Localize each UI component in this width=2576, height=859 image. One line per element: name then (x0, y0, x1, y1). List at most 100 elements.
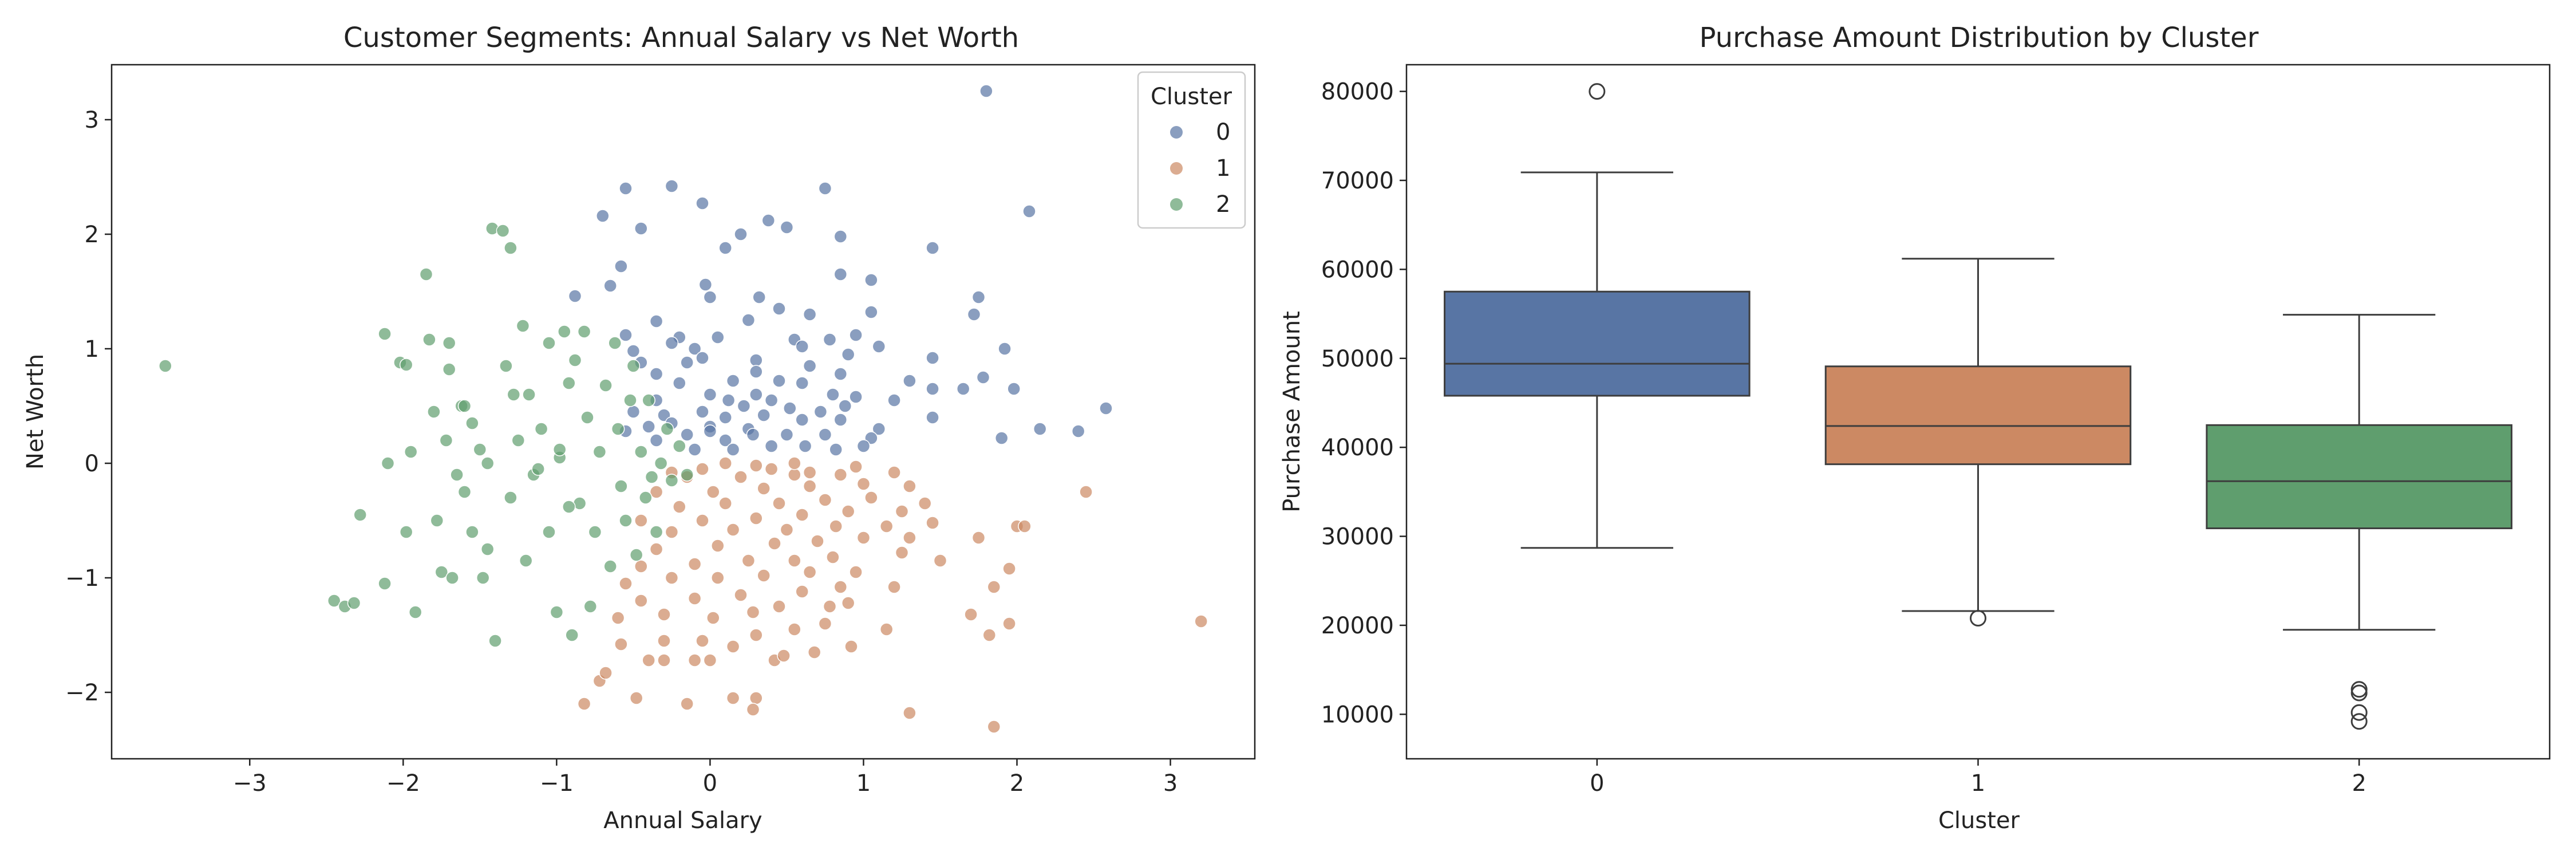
scatter-point-cluster-0 (1071, 424, 1085, 438)
scatter-point-cluster-1 (746, 703, 760, 716)
scatter-point-cluster-0 (849, 390, 863, 404)
scatter-point-cluster-2 (480, 456, 495, 470)
scatter-point-cluster-2 (427, 405, 441, 419)
scatter-point-cluster-2 (552, 443, 567, 456)
scatter-panel: Customer Segments: Annual Salary vs Net … (22, 22, 1256, 834)
scatter-point-cluster-0 (1033, 422, 1047, 436)
scatter-point-cluster-2 (434, 565, 449, 579)
scatter-point-cluster-1 (823, 600, 837, 613)
scatter-point-cluster-2 (519, 554, 533, 568)
scatter-point-cluster-2 (381, 456, 395, 470)
scatter-point-cluster-0 (649, 434, 663, 447)
scatter-point-cluster-0 (746, 428, 760, 442)
scatter-point-cluster-0 (887, 393, 901, 407)
scatter-point-cluster-0 (1007, 382, 1021, 396)
scatter-point-cluster-0 (833, 413, 848, 427)
boxplot-y-ticks: 10000 20000 30000 40000 50000 60000 70000 80000 (1321, 79, 1406, 728)
scatter-point-cluster-2 (603, 559, 617, 573)
scatter-point-cluster-0 (688, 443, 702, 456)
scatter-point-cluster-0 (818, 182, 832, 195)
scatter-point-cluster-1 (1079, 485, 1093, 499)
scatter-point-cluster-0 (721, 393, 736, 407)
boxplot-y-tick-label: 10000 (1321, 702, 1394, 728)
scatter-point-cluster-0 (1022, 204, 1036, 218)
scatter-point-cluster-1 (856, 531, 871, 545)
scatter-point-cluster-2 (660, 422, 674, 436)
scatter-point-cluster-1 (803, 565, 817, 579)
scatter-point-cluster-0 (979, 84, 993, 98)
scatter-point-cluster-1 (772, 497, 786, 510)
scatter-point-cluster-2 (504, 241, 517, 255)
legend-title: Cluster (1151, 84, 1232, 110)
outlier-point (2350, 713, 2368, 730)
scatter-point-cluster-2 (442, 362, 456, 376)
scatter-x-tick-label: −1 (540, 770, 574, 797)
scatter-point-cluster-0 (688, 342, 702, 356)
scatter-x-tick-label: 2 (1010, 770, 1024, 797)
scatter-point-cluster-1 (749, 459, 763, 472)
scatter-point-cluster-1 (829, 519, 843, 533)
scatter-point-cluster-1 (918, 497, 932, 510)
scatter-point-cluster-0 (926, 241, 939, 255)
scatter-y-tick-label: −2 (65, 680, 99, 706)
scatter-point-cluster-1 (849, 565, 863, 579)
scatter-point-cluster-1 (841, 505, 855, 518)
scatter-y-tick-label: −1 (65, 565, 99, 592)
boxplot-y-tick-label: 40000 (1321, 435, 1394, 461)
scatter-point-cluster-0 (680, 428, 694, 442)
boxplot-y-tick-label: 80000 (1321, 79, 1394, 105)
scatter-point-cluster-1 (741, 554, 756, 568)
scatter-point-cluster-2 (522, 388, 536, 401)
scatter-point-cluster-1 (833, 468, 848, 482)
legend-marker-cluster-0 (1170, 126, 1183, 139)
scatter-point-cluster-2 (665, 474, 679, 487)
scatter-point-cluster-0 (568, 289, 582, 303)
scatter-point-cluster-1 (718, 497, 732, 510)
scatter-point-cluster-1 (696, 462, 709, 476)
scatter-point-cluster-2 (422, 333, 436, 346)
scatter-point-cluster-2 (404, 445, 418, 459)
scatter-point-cluster-0 (803, 308, 817, 321)
scatter-point-cluster-2 (623, 393, 637, 407)
scatter-point-cluster-1 (826, 550, 840, 564)
scatter-point-cluster-1 (780, 523, 794, 537)
scatter-point-cluster-2 (445, 571, 459, 585)
scatter-point-cluster-2 (439, 434, 453, 447)
scatter-point-cluster-2 (550, 605, 564, 619)
scatter-point-cluster-1 (665, 571, 679, 585)
scatter-point-cluster-2 (399, 525, 413, 539)
scatter-point-cluster-0 (757, 408, 771, 422)
scatter-point-cluster-1 (788, 456, 801, 470)
scatter-point-cluster-1 (726, 640, 740, 653)
scatter-point-cluster-0 (780, 220, 794, 234)
scatter-point-cluster-1 (987, 580, 1001, 594)
scatter-point-cluster-1 (887, 466, 901, 479)
scatter-point-cluster-2 (457, 399, 472, 413)
outlier-point (2350, 681, 2368, 698)
scatter-point-cluster-0 (761, 214, 776, 227)
scatter-point-cluster-1 (841, 596, 855, 610)
scatter-point-cluster-1 (788, 468, 801, 482)
scatter-point-cluster-0 (780, 428, 794, 442)
scatter-point-cluster-1 (844, 640, 858, 653)
legend-label-cluster-0: 0 (1216, 119, 1230, 145)
scatter-point-cluster-1 (903, 706, 916, 720)
scatter-point-cluster-0 (841, 348, 855, 361)
iqr-box (1444, 290, 1751, 397)
scatter-point-cluster-1 (703, 653, 717, 667)
scatter-point-cluster-2 (465, 416, 479, 430)
scatter-point-cluster-1 (680, 697, 694, 711)
scatter-point-cluster-1 (749, 691, 763, 705)
scatter-point-cluster-0 (626, 344, 641, 358)
scatter-y-tick-label: 3 (85, 107, 99, 133)
boxplot-y-tick-label: 60000 (1321, 257, 1394, 283)
scatter-point-cluster-2 (507, 388, 521, 401)
boxplot-y-axis-label: Purchase Amount (1279, 311, 1305, 513)
scatter-point-cluster-0 (829, 443, 843, 456)
scatter-point-cluster-1 (642, 653, 655, 667)
scatter-point-cluster-1 (649, 542, 663, 556)
scatter-point-cluster-0 (976, 371, 990, 384)
scatter-point-cluster-0 (737, 399, 751, 413)
scatter-point-cluster-2 (378, 577, 392, 590)
legend-label-cluster-1: 1 (1216, 155, 1230, 182)
